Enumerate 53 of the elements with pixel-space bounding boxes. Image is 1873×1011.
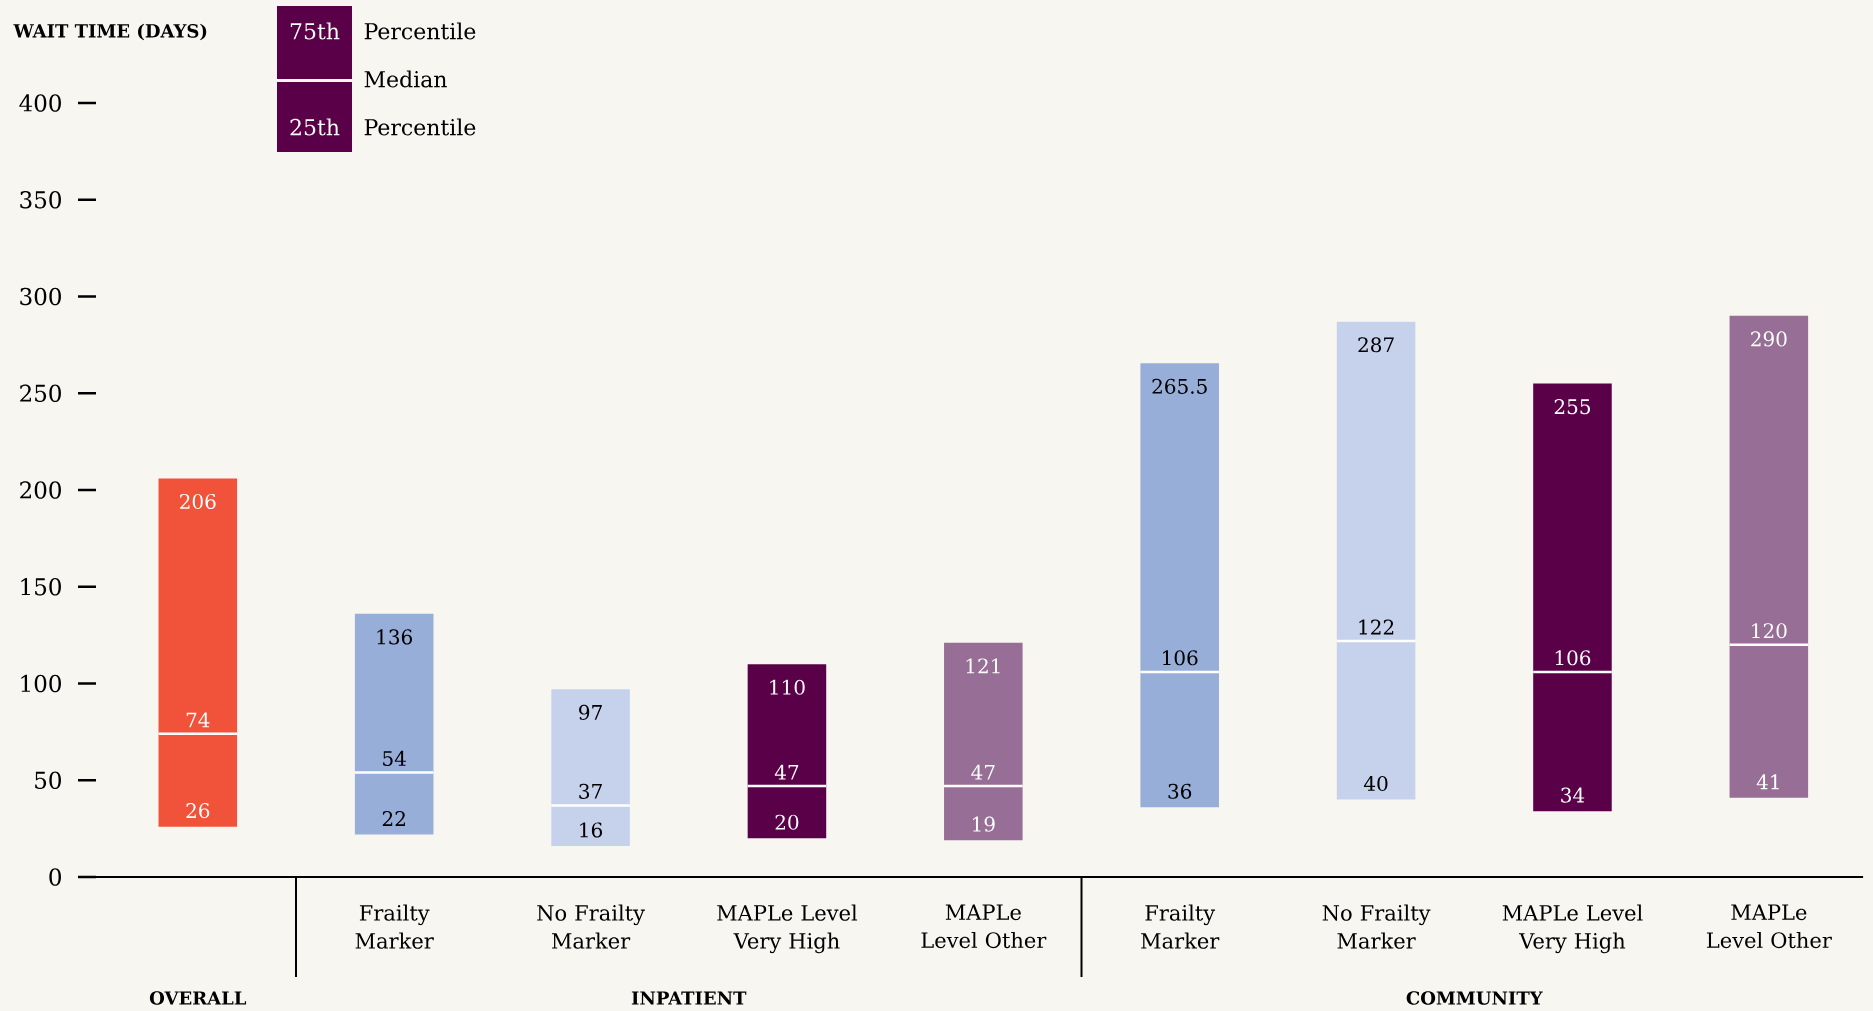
- annotation: 20: [775, 814, 799, 830]
- text: Median: [364, 70, 447, 88]
- annotation: 34: [1561, 787, 1585, 803]
- annotation: 37: [579, 783, 602, 799]
- text: OVERALL: [149, 991, 247, 1005]
- y-tick-label: 400: [19, 94, 61, 112]
- annotation: 106: [1163, 650, 1198, 666]
- annotation: 36: [1168, 783, 1192, 799]
- annotation: 206: [180, 493, 216, 510]
- text: 75th: [290, 22, 340, 40]
- x-tick-label: No Frailty Marker: [537, 904, 645, 949]
- x-tick-label: MAPLe Level Other: [921, 904, 1047, 949]
- annotation: 106: [1555, 650, 1591, 666]
- y-tick-label: 0: [49, 868, 61, 886]
- y-axis-title: WAIT TIME (DAYS): [13, 23, 207, 41]
- y-tick-label: 150: [21, 578, 61, 596]
- text: Percentile: [364, 22, 476, 40]
- annotation: 40: [1363, 775, 1388, 792]
- y-tick-label: 50: [35, 771, 61, 789]
- annotation: 47: [774, 764, 799, 780]
- annotation: 54: [383, 750, 406, 766]
- annotation: 19: [973, 816, 995, 832]
- annotation: 74: [186, 712, 210, 728]
- text: INPATIENT: [631, 991, 747, 1005]
- annotation: 121: [966, 658, 1000, 674]
- text: COMMUNITY: [1406, 991, 1543, 1005]
- annotation: Percentile: [364, 118, 476, 136]
- y-tick-label: 100: [21, 674, 61, 693]
- y-tick-label: 250: [20, 384, 61, 402]
- x-tick-label: Frailty Marker: [1141, 904, 1220, 949]
- annotation: 255: [1554, 399, 1590, 415]
- annotation: 47: [971, 764, 995, 780]
- annotation: 97: [579, 704, 602, 720]
- annotation: 16: [580, 822, 603, 838]
- x-tick-label: MAPLe Level Very High: [1502, 904, 1643, 954]
- annotation: 287: [1358, 337, 1394, 353]
- annotation: 41: [1756, 774, 1779, 790]
- annotation: 290: [1751, 331, 1787, 347]
- annotation: 122: [1359, 619, 1394, 635]
- y-tick-label: 350: [20, 191, 61, 209]
- x-tick-label: MAPLe Level Other: [1706, 904, 1832, 949]
- x-tick-label: Frailty Marker: [355, 904, 434, 949]
- annotation: 136: [377, 629, 412, 645]
- y-tick-label: 200: [20, 481, 61, 499]
- x-tick-label: MAPLe Level Very High: [717, 904, 858, 954]
- annotation: 120: [1752, 623, 1787, 639]
- y-tick-label: 300: [20, 287, 61, 306]
- annotation: 265.5: [1152, 378, 1207, 394]
- annotation: 26: [186, 803, 210, 819]
- annotation: 110: [770, 679, 805, 695]
- annotation: 25th: [290, 118, 340, 136]
- x-tick-label: No Frailty Marker: [1322, 904, 1431, 949]
- annotation: 22: [382, 811, 405, 826]
